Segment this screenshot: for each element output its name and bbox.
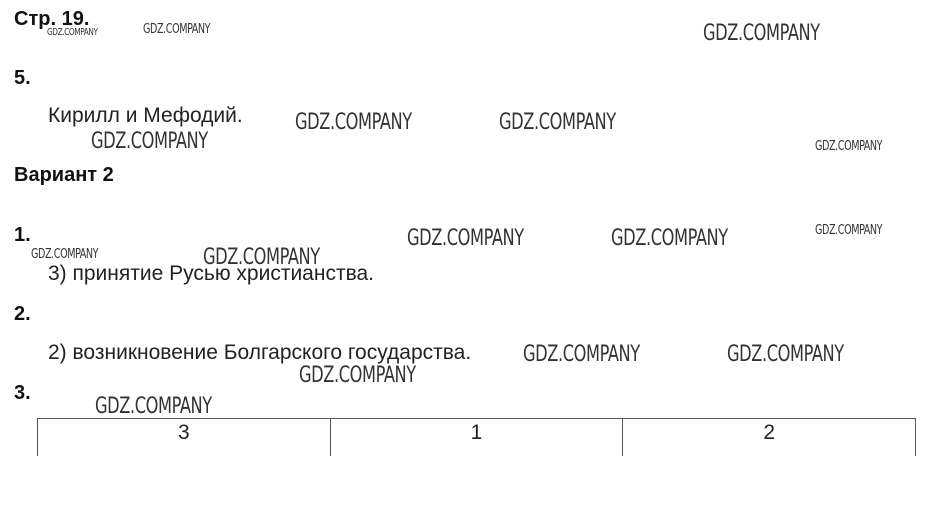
watermark: GDZ.COMPANY <box>203 245 320 270</box>
watermark: GDZ.COMPANY <box>95 394 212 419</box>
watermark: GDZ.COMPANY <box>727 342 844 367</box>
answer-5: Кирилл и Мефодий. <box>48 104 243 127</box>
page-label: Стр. 19. <box>14 8 90 30</box>
watermark: GDZ.COMPANY <box>703 21 820 46</box>
watermark: GDZ.COMPANY <box>815 223 883 238</box>
watermark: GDZ.COMPANY <box>815 139 883 154</box>
watermark: GDZ.COMPANY <box>143 22 211 37</box>
question-number-1: 1. <box>14 224 31 246</box>
answer-2: 2) возникновение Болгарского государства… <box>48 341 472 364</box>
question-number-2: 2. <box>14 303 31 325</box>
table-row: 3 1 2 <box>37 418 916 456</box>
table-cell: 1 <box>329 418 624 456</box>
table-cell: 2 <box>622 418 916 456</box>
variant-heading: Вариант 2 <box>14 164 114 186</box>
watermark: GDZ.COMPANY <box>611 226 728 251</box>
watermark: GDZ.COMPANY <box>407 226 524 251</box>
answer-1: 3) принятие Русью христианства. <box>48 262 375 285</box>
watermark: GDZ.COMPANY <box>299 363 416 388</box>
watermark: GDZ.COMPANY <box>47 27 98 38</box>
question-number-5: 5. <box>14 67 31 89</box>
watermark: GDZ.COMPANY <box>499 110 616 135</box>
watermark: GDZ.COMPANY <box>91 129 208 154</box>
watermark: GDZ.COMPANY <box>295 110 412 135</box>
answer-table-3: 3 1 2 <box>37 418 916 456</box>
table-cell: 3 <box>37 418 331 456</box>
question-number-3: 3. <box>14 382 31 404</box>
watermark: GDZ.COMPANY <box>523 342 640 367</box>
watermark: GDZ.COMPANY <box>31 247 99 262</box>
